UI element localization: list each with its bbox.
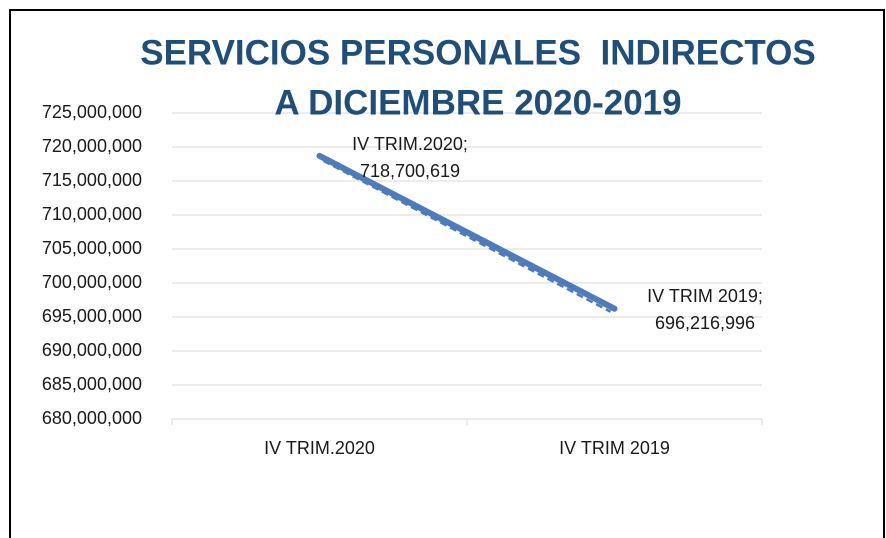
y-tick-label: 685,000,000 (42, 374, 142, 394)
chart-title: SERVICIOS PERSONALES INDIRECTOS (140, 33, 816, 72)
data-label-line: 696,216,996 (655, 313, 755, 333)
y-tick-label: 720,000,000 (42, 136, 142, 156)
y-tick-label: 680,000,000 (42, 408, 142, 428)
data-label-line: 718,700,619 (360, 161, 460, 181)
x-tick-label: IV TRIM.2020 (264, 438, 375, 458)
chart-title: A DICIEMBRE 2020-2019 (274, 83, 681, 122)
y-tick-label: 700,000,000 (42, 272, 142, 292)
data-line (316, 152, 618, 312)
trendline (322, 159, 612, 313)
data-label: IV TRIM 2019; 696,216,996 (647, 286, 763, 333)
y-tick-label: 705,000,000 (42, 238, 142, 258)
chart-frame (9, 9, 885, 538)
data-label-line: IV TRIM 2019; (647, 286, 763, 306)
y-tick-label: 690,000,000 (42, 340, 142, 360)
x-tick-label: IV TRIM 2019 (559, 438, 670, 458)
y-tick-label: 715,000,000 (42, 170, 142, 190)
y-tick-label: 695,000,000 (42, 306, 142, 326)
y-tick-label: 725,000,000 (42, 102, 142, 122)
y-tick-label: 710,000,000 (42, 204, 142, 224)
data-label: IV TRIM.2020; 718,700,619 (352, 134, 468, 181)
data-label-line: IV TRIM.2020; (352, 134, 468, 154)
